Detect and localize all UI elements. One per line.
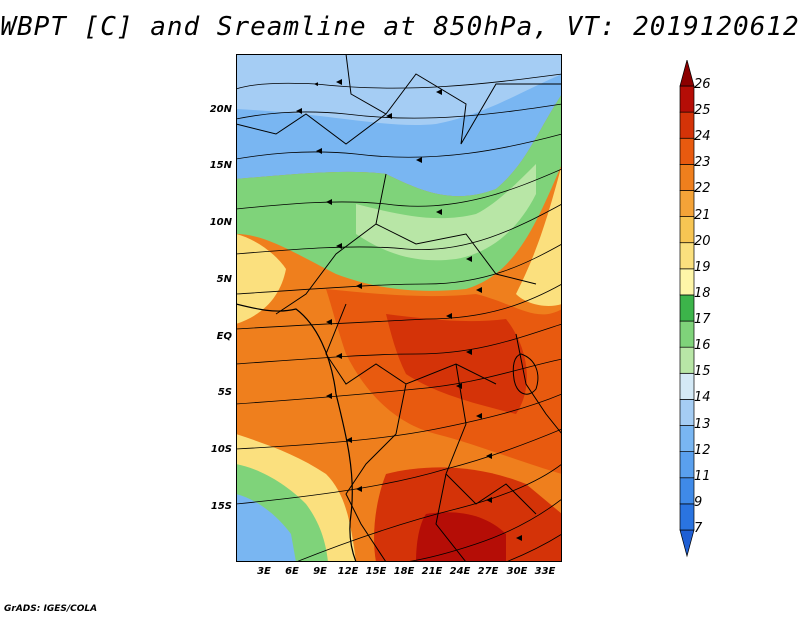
colorbar-segment [679, 529, 695, 558]
colorbar-segment [679, 268, 695, 296]
map-panel [236, 54, 562, 562]
colorbar-segment [679, 372, 695, 400]
colorbar-segment [679, 85, 695, 113]
field-cool-north2 [236, 54, 562, 126]
lon-label: 33E [534, 566, 556, 577]
colorbar-label: 22 [694, 181, 711, 197]
lon-label: 6E [285, 566, 299, 577]
lat-label: 15S [210, 501, 232, 512]
colorbar-label: 26 [694, 77, 711, 92]
field-sw-blue [236, 494, 296, 562]
colorbar [670, 58, 730, 560]
lon-label: 12E [337, 566, 359, 577]
colorbar-label: 24 [694, 129, 711, 145]
colorbar-segment [679, 58, 695, 87]
colorbar-segment [679, 137, 695, 165]
colorbar-label: 13 [694, 416, 711, 432]
lon-label: 9E [313, 566, 327, 577]
colorbar-segment [679, 477, 695, 505]
field-yellow-east [516, 164, 562, 306]
colorbar-segment [679, 425, 695, 452]
colorbar-segment [679, 111, 695, 139]
colorbar-label: 17 [694, 312, 711, 328]
streamlines [236, 73, 562, 562]
colorbar-label: 16 [694, 338, 711, 354]
colorbar-label: 9 [694, 494, 703, 510]
lon-label: 24E [449, 566, 471, 577]
colorbar-label: 21 [694, 207, 711, 223]
lat-label: 5S [217, 387, 232, 398]
colorbar-segment [679, 294, 695, 322]
colorbar-label: 12 [694, 442, 711, 458]
colorbar-label: 11 [694, 468, 711, 484]
colorbar-segment [679, 320, 695, 348]
colorbar-label: 23 [694, 155, 711, 171]
lon-label: 21E [421, 566, 443, 577]
credit-text: GrADS: IGES/COLA [4, 604, 98, 614]
lat-label: 20N [209, 104, 232, 115]
colorbar-segment [679, 346, 695, 374]
colorbar-segment [679, 164, 695, 191]
lon-label: 27E [477, 566, 499, 577]
colorbar-label: 7 [694, 521, 703, 536]
colorbar-label: 15 [694, 364, 711, 380]
lon-label: 15E [365, 566, 387, 577]
colorbar-segment [679, 503, 695, 531]
lon-label: 18E [393, 566, 415, 577]
map-canvas [236, 54, 562, 562]
colorbar-label: 25 [694, 103, 711, 119]
lake-outline [512, 353, 539, 395]
colorbar-label: 18 [694, 285, 711, 301]
colorbar-label: 19 [694, 259, 711, 275]
map-title: WBPT [C] and Sreamline at 850hPa, VT: 20… [0, 12, 800, 42]
colorbar-segment [679, 190, 695, 217]
field-red-south-dark [416, 512, 506, 562]
lon-label: 3E [257, 566, 271, 577]
coastline [236, 303, 357, 562]
colorbar-segment [679, 451, 695, 479]
lon-label: 30E [506, 566, 528, 577]
lat-label: 10N [209, 217, 232, 228]
lat-label: EQ [216, 331, 232, 342]
lat-label: 5N [216, 274, 232, 285]
lat-label: 15N [209, 160, 232, 171]
map-frame [236, 54, 562, 562]
lat-label: 10S [210, 444, 232, 455]
colorbar-label: 14 [694, 390, 711, 406]
colorbar-segment [679, 216, 695, 244]
colorbar-segment [679, 242, 695, 270]
country-borders [236, 54, 562, 562]
colorbar-segment [679, 399, 695, 426]
colorbar-label: 20 [694, 233, 711, 249]
stream-arrows [296, 79, 522, 541]
field-yellow-west [236, 234, 286, 324]
colorbar-graphic [679, 58, 695, 558]
